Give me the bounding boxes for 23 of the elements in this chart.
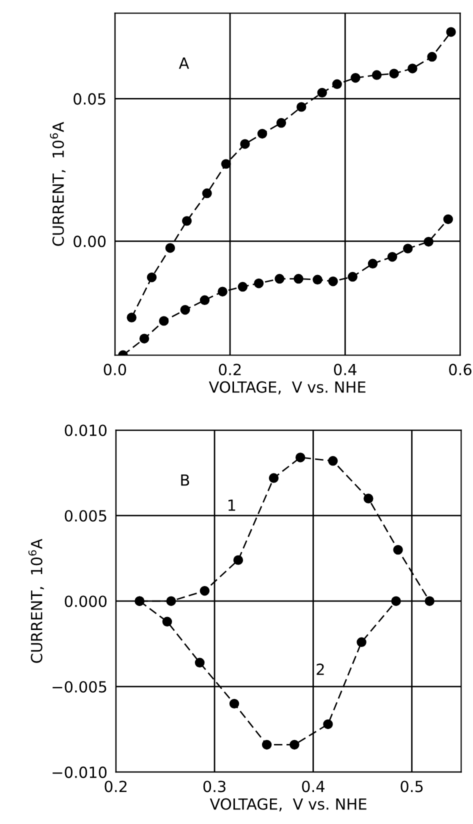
x-tick-label: 0.2 — [104, 780, 127, 792]
y-tick-label: 0.00 — [74, 236, 106, 248]
y-axis-title: CURRENT, 10$^{6}$A — [28, 538, 44, 663]
y-tick-label: −0.005 — [52, 681, 106, 693]
annotation: A — [178, 58, 190, 69]
x-tick-label: 0.6 — [449, 364, 472, 376]
y-tick-label: 0.05 — [74, 93, 106, 105]
y-tick-label: 0.010 — [64, 424, 107, 436]
x-tick-label: 0.4 — [302, 780, 324, 792]
x-tick-label: 0.0 — [104, 364, 126, 376]
x-tick-label: 0.2 — [218, 364, 241, 376]
y-tick-label: −0.010 — [52, 766, 107, 778]
annotation: B — [181, 474, 190, 486]
y-axis-title: CURRENT, 10$^{6}$A — [50, 122, 66, 246]
x-tick-label: 0.5 — [400, 780, 423, 792]
y-tick-label: 0.005 — [64, 510, 106, 522]
series-label: 2 — [316, 664, 324, 675]
x-tick-label: 0.4 — [334, 364, 356, 376]
x-tick-label: 0.3 — [203, 780, 226, 792]
y-tick-label: 0.000 — [64, 596, 107, 608]
x-axis-title: VOLTAGE, V vs. NHE — [210, 798, 366, 812]
series-label: 1 — [228, 500, 236, 511]
x-axis-title: VOLTAGE, V vs. NHE — [208, 381, 366, 394]
